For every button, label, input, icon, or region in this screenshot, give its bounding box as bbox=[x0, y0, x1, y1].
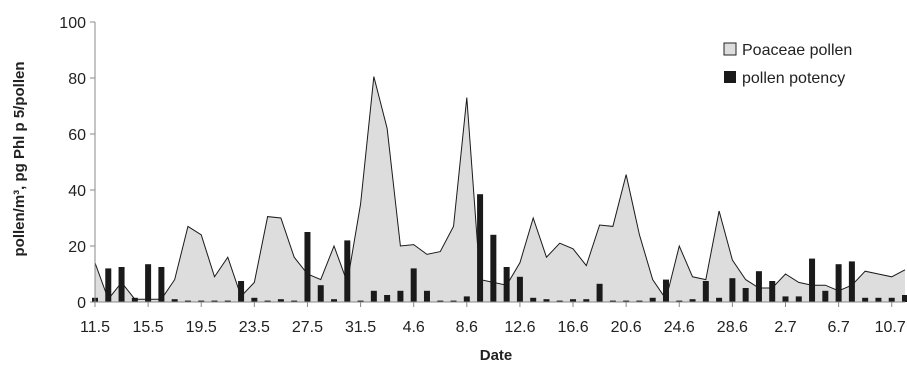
bar-pollen-potency-4.7 bbox=[809, 258, 816, 302]
legend-label-pollen-potency: pollen potency bbox=[742, 70, 845, 87]
bar-pollen-potency-23.6 bbox=[662, 279, 669, 302]
bar-pollen-potency-14.5 bbox=[131, 297, 138, 302]
y-tick-label-40: 40 bbox=[68, 183, 86, 200]
y-tick-label-100: 100 bbox=[59, 15, 86, 32]
bar-pollen-potency-20.6 bbox=[623, 300, 630, 302]
x-tick-label-27.5: 27.5 bbox=[292, 319, 323, 336]
bar-pollen-potency-5.7 bbox=[822, 290, 829, 302]
y-axis-title: pollen/m³, pg Phl p 5/pollen bbox=[11, 62, 28, 257]
bar-pollen-potency-28.5 bbox=[317, 285, 324, 302]
y-tick-label-60: 60 bbox=[68, 127, 86, 144]
bar-pollen-potency-9.6 bbox=[477, 194, 484, 302]
bar-pollen-potency-25.6 bbox=[689, 299, 696, 302]
y-axis: 0 20 40 60 80 100 bbox=[59, 15, 96, 312]
bar-pollen-potency-15.6 bbox=[556, 300, 563, 302]
legend: Poaceae pollen pollen potency bbox=[723, 42, 852, 87]
x-tick-label-15.5: 15.5 bbox=[133, 319, 164, 336]
bar-pollen-potency-21.6 bbox=[636, 300, 643, 302]
x-tick-label-4.6: 4.6 bbox=[403, 319, 425, 336]
bar-pollen-potency-4.6 bbox=[410, 268, 417, 302]
bar-pollen-potency-17.5 bbox=[171, 299, 178, 302]
bar-pollen-potency-8.7 bbox=[862, 297, 869, 302]
bar-pollen-potency-30.5 bbox=[344, 240, 351, 302]
legend-swatch-poaceae-pollen bbox=[723, 42, 737, 56]
bar-pollen-potency-25.5 bbox=[277, 299, 284, 302]
bar-pollen-potency-11.7 bbox=[902, 295, 907, 302]
x-tick-label-23.5: 23.5 bbox=[239, 319, 270, 336]
bar-pollen-potency-26.6 bbox=[702, 281, 709, 302]
bar-pollen-potency-7.6 bbox=[450, 300, 457, 302]
bar-pollen-potency-24.5 bbox=[264, 300, 271, 302]
bar-pollen-potency-3.6 bbox=[397, 290, 404, 302]
bar-pollen-potency-17.6 bbox=[583, 299, 590, 302]
bar-pollen-potency-8.6 bbox=[463, 296, 470, 302]
bar-pollen-potency-14.6 bbox=[543, 299, 550, 302]
bar-pollen-potency-6.7 bbox=[835, 264, 842, 302]
x-tick-label-6.7: 6.7 bbox=[827, 319, 849, 336]
bar-pollen-potency-29.5 bbox=[331, 299, 338, 302]
plot-area bbox=[92, 76, 907, 302]
bar-pollen-potency-3.7 bbox=[795, 296, 802, 302]
x-tick-label-28.6: 28.6 bbox=[717, 319, 748, 336]
bar-pollen-potency-9.7 bbox=[875, 297, 882, 302]
x-tick-label-10.7: 10.7 bbox=[875, 319, 906, 336]
y-tick-label-0: 0 bbox=[77, 295, 86, 312]
bar-pollen-potency-2.6 bbox=[384, 295, 391, 302]
bar-pollen-potency-27.6 bbox=[716, 297, 723, 302]
legend-label-poaceae-pollen: Poaceae pollen bbox=[742, 42, 852, 59]
x-tick-label-31.5: 31.5 bbox=[345, 319, 376, 336]
bar-pollen-potency-18.5 bbox=[184, 300, 191, 302]
bar-pollen-potency-27.5 bbox=[304, 232, 311, 302]
legend-swatch-pollen-potency bbox=[724, 71, 736, 83]
bar-pollen-potency-6.6 bbox=[437, 300, 444, 302]
x-tick-label-8.6: 8.6 bbox=[456, 319, 478, 336]
y-tick-label-80: 80 bbox=[68, 71, 86, 88]
bar-pollen-potency-23.5 bbox=[251, 297, 258, 302]
bar-pollen-potency-28.6 bbox=[729, 278, 736, 302]
bar-pollen-potency-20.5 bbox=[211, 300, 218, 302]
x-tick-label-12.6: 12.6 bbox=[504, 319, 535, 336]
x-tick-label-11.5: 11.5 bbox=[80, 319, 110, 336]
bar-pollen-potency-19.5 bbox=[198, 300, 205, 302]
x-tick-label-24.6: 24.6 bbox=[664, 319, 695, 336]
bar-pollen-potency-2.7 bbox=[782, 296, 789, 302]
bar-pollen-potency-1.6 bbox=[370, 290, 377, 302]
bar-pollen-potency-7.7 bbox=[848, 261, 855, 302]
x-tick-label-16.6: 16.6 bbox=[557, 319, 588, 336]
x-tick-label-19.5: 19.5 bbox=[186, 319, 217, 336]
bar-pollen-potency-10.7 bbox=[888, 297, 895, 302]
bar-pollen-potency-16.6 bbox=[570, 299, 577, 302]
bar-pollen-potency-13.6 bbox=[530, 297, 537, 302]
bar-pollen-potency-21.5 bbox=[224, 300, 231, 302]
x-tick-label-2.7: 2.7 bbox=[774, 319, 796, 336]
bar-pollen-potency-26.5 bbox=[291, 300, 298, 302]
bar-pollen-potency-5.6 bbox=[423, 290, 430, 302]
bar-pollen-potency-31.5 bbox=[357, 300, 364, 302]
bar-pollen-potency-29.6 bbox=[742, 288, 749, 302]
bar-pollen-potency-1.7 bbox=[769, 281, 776, 302]
x-tick-label-20.6: 20.6 bbox=[611, 319, 642, 336]
bar-pollen-potency-12.5 bbox=[105, 268, 112, 302]
x-axis-title: Date bbox=[480, 347, 513, 364]
bar-pollen-potency-10.6 bbox=[490, 234, 497, 302]
bar-pollen-potency-24.6 bbox=[676, 300, 683, 302]
bar-pollen-potency-11.6 bbox=[503, 267, 510, 302]
bar-pollen-potency-13.5 bbox=[118, 267, 125, 302]
x-axis: 11.5 15.5 19.5 23.5 27.5 31.5 4.6 8.6 12.6 16.6 20… bbox=[80, 301, 906, 336]
bar-pollen-potency-18.6 bbox=[596, 283, 603, 302]
y-tick-label-20: 20 bbox=[68, 239, 86, 256]
bar-pollen-potency-22.6 bbox=[649, 297, 656, 302]
series-area-poaceae-pollen bbox=[95, 76, 905, 302]
bar-pollen-potency-12.6 bbox=[516, 276, 523, 302]
bar-pollen-potency-30.6 bbox=[755, 271, 762, 302]
bar-pollen-potency-22.5 bbox=[238, 281, 245, 302]
series-line-poaceae-pollen bbox=[94, 76, 906, 301]
bar-pollen-potency-15.5 bbox=[145, 264, 152, 302]
bar-pollen-potency-19.6 bbox=[609, 300, 616, 302]
bar-pollen-potency-16.5 bbox=[158, 267, 165, 302]
